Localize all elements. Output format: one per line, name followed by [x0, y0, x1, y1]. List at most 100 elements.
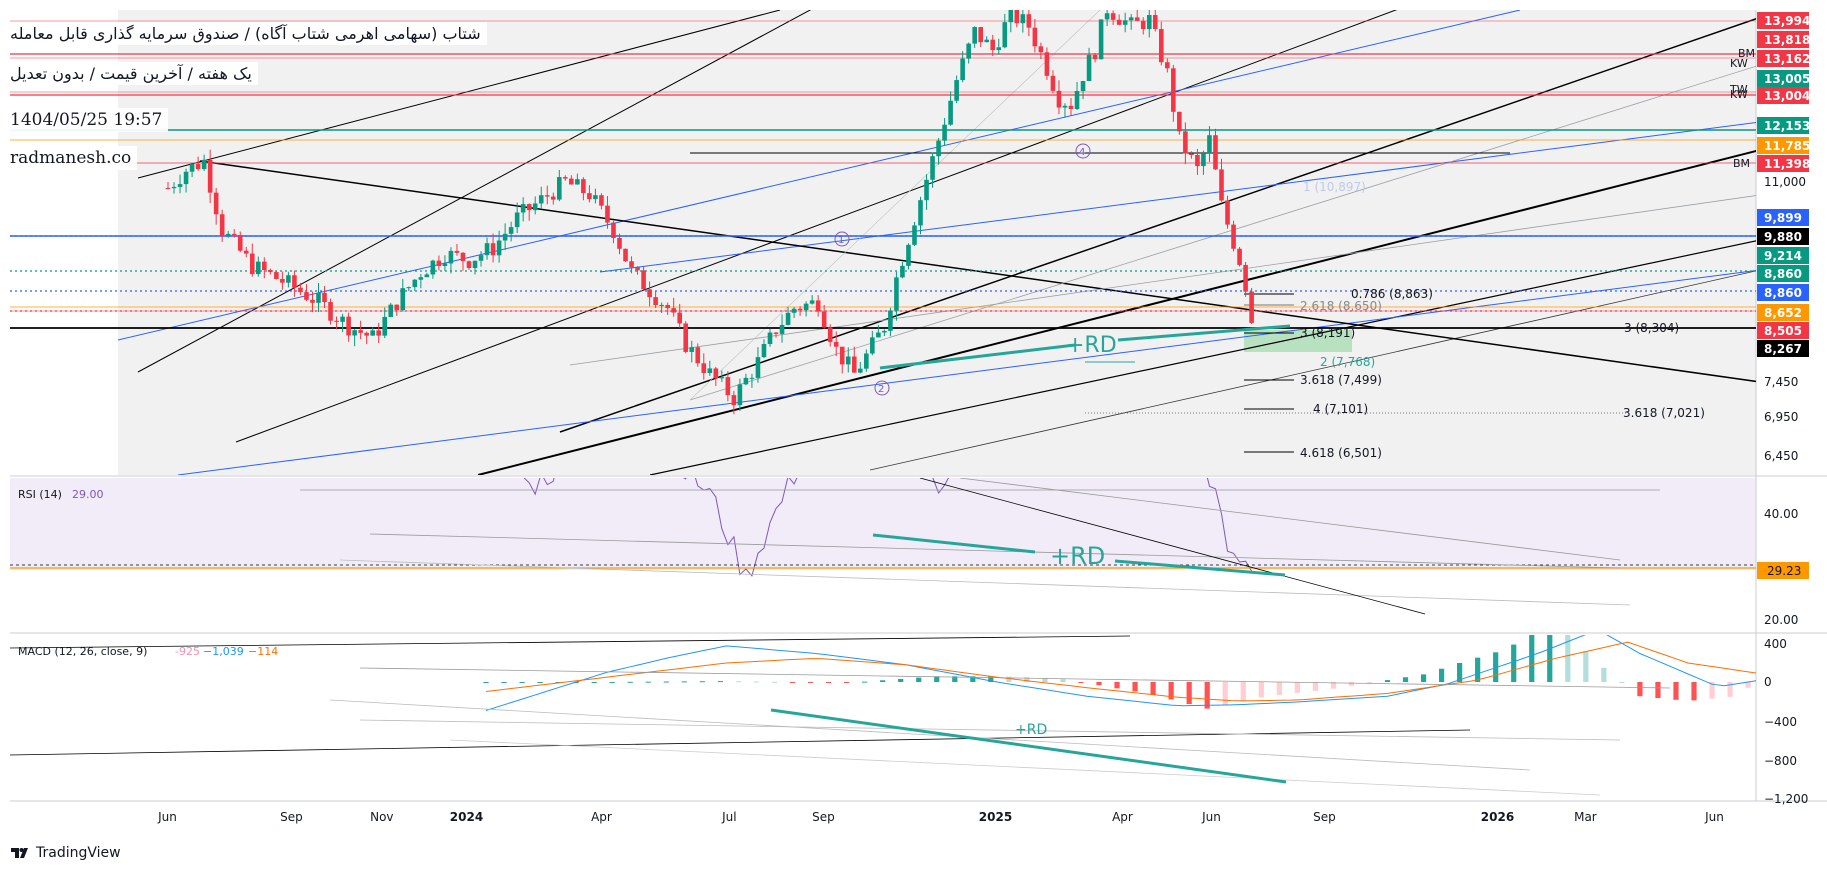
- price-badge-bg: [1757, 31, 1809, 48]
- price-badge-bg: [1757, 228, 1809, 245]
- macd-hist-bar: [1114, 682, 1120, 689]
- candle-body: [376, 330, 381, 336]
- channel-blue-1: [117, 10, 1521, 341]
- candle-body: [797, 308, 803, 311]
- macd-axis-tick: −800: [1764, 754, 1797, 768]
- candle-body: [1213, 135, 1218, 170]
- candle-body: [310, 299, 315, 303]
- candle-body: [731, 395, 737, 406]
- candle-body: [563, 177, 568, 179]
- wave-label: 2: [878, 384, 884, 395]
- candle-body: [827, 327, 833, 342]
- time-axis-label: Mar: [1574, 810, 1597, 824]
- price-tick: 11,000: [1764, 175, 1806, 189]
- candle-body: [942, 124, 947, 141]
- macd-hist-bar: [1637, 682, 1643, 697]
- candle-body: [605, 205, 610, 223]
- candle-body: [936, 140, 941, 157]
- candle-body: [1050, 75, 1056, 91]
- candle-body: [725, 377, 731, 396]
- wave-circle: [1075, 143, 1091, 159]
- macd-hist-bar: [1673, 682, 1679, 700]
- candle-body: [671, 308, 676, 313]
- rd-price-line-1: [879, 343, 1076, 370]
- candle-body: [821, 311, 827, 328]
- macd-hist-bar: [1601, 667, 1607, 682]
- candle-body: [1231, 224, 1236, 249]
- time-axis-label: Sep: [1313, 810, 1336, 824]
- price-badge: 8,652: [1764, 306, 1802, 320]
- macd-value: −1,039: [203, 645, 244, 658]
- candle-body: [870, 337, 875, 354]
- macd-hist-bar: [1800, 663, 1805, 682]
- tradingview-logo[interactable]: TradingView: [10, 845, 121, 861]
- candle-body: [809, 300, 815, 304]
- candle-body: [1140, 20, 1146, 30]
- candle-body: [623, 248, 628, 262]
- price-badge-bg: [1757, 304, 1809, 321]
- level-tag: KW: [1730, 88, 1748, 101]
- candle-body: [322, 293, 327, 303]
- candle-body: [659, 304, 664, 306]
- price-badge-bg: [1757, 87, 1809, 104]
- candle-body: [749, 377, 755, 379]
- candle-body: [647, 289, 652, 298]
- candle-body: [249, 253, 255, 275]
- fib-label: 4.618 (6,501): [1300, 446, 1382, 460]
- candle-body: [334, 320, 339, 322]
- candle-body: [225, 233, 231, 236]
- chart-settings-subtitle: یک هفته / آخرین قیمت / بدون تعدیل: [4, 62, 258, 85]
- candle-body: [1110, 13, 1116, 20]
- price-badge: 13,818: [1764, 33, 1810, 47]
- time-axis-label: Nov: [370, 810, 393, 824]
- channel-black-4: [649, 240, 1756, 475]
- candle-body: [839, 346, 845, 365]
- candle-body: [436, 260, 442, 267]
- candle-body: [665, 304, 670, 309]
- macd-hist-bar: [934, 676, 940, 682]
- rsi-axis-tick: 40.00: [1764, 507, 1798, 521]
- candle-body: [424, 274, 430, 278]
- candle-body: [1195, 155, 1200, 167]
- price-badge: 9,214: [1764, 249, 1802, 263]
- rsi-line: [523, 478, 1253, 577]
- candle-body: [1146, 15, 1152, 30]
- candle-body: [1219, 169, 1224, 201]
- wave-circle: [874, 380, 890, 396]
- candle-body: [177, 184, 183, 187]
- candle-body: [268, 270, 273, 273]
- candle-body: [918, 200, 923, 226]
- candle-body: [1159, 29, 1164, 63]
- rd-rsi-line-2: [1114, 559, 1286, 577]
- macd-hist-bar: [1186, 682, 1192, 705]
- candle-body: [412, 279, 418, 288]
- macd-hist-bar: [1240, 682, 1246, 702]
- candle-body: [1171, 68, 1176, 112]
- candle-body: [587, 193, 592, 200]
- candle-body: [304, 292, 309, 300]
- candle-body: [1249, 291, 1254, 323]
- macd-hist-bar: [753, 681, 760, 683]
- candle-body: [1134, 17, 1140, 21]
- candle-body: [532, 203, 538, 211]
- macd-hist-bar: [807, 682, 814, 683]
- price-badge-bg: [1757, 70, 1809, 87]
- time-axis-label: 2024: [450, 810, 483, 824]
- macd-hist-bar: [1691, 682, 1697, 701]
- price-badge: 13,004: [1764, 89, 1810, 103]
- candle-body: [292, 275, 297, 288]
- candle-body: [984, 39, 990, 43]
- fib-label: 3 (8,304): [1624, 321, 1679, 335]
- macd-hist-bar: [1384, 680, 1391, 682]
- candle-body: [1038, 46, 1044, 53]
- rd-macd-line: [770, 708, 1287, 784]
- candle-body: [629, 261, 634, 268]
- price-badge-bg: [1757, 12, 1809, 29]
- candle-body: [948, 100, 953, 125]
- candle-body: [454, 250, 460, 253]
- candle-body: [472, 260, 478, 269]
- price-badge: 13,994: [1764, 14, 1810, 28]
- price-badge: 12,153: [1764, 119, 1810, 133]
- target-zone-box: [1244, 330, 1352, 352]
